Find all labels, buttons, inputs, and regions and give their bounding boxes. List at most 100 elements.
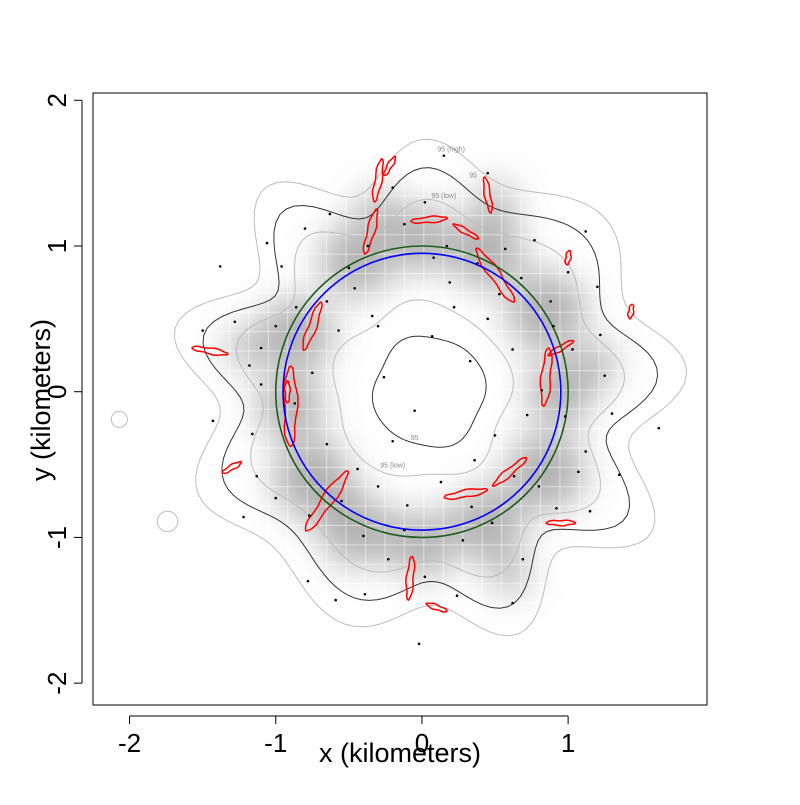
data-point xyxy=(476,262,479,265)
y-axis-title: y (kilometers) xyxy=(26,319,56,481)
data-point xyxy=(473,458,476,462)
data-point xyxy=(310,371,314,375)
red-outline xyxy=(539,347,553,408)
data-point xyxy=(588,509,592,513)
data-point xyxy=(251,432,254,436)
data-point xyxy=(366,244,370,248)
data-point xyxy=(455,594,459,598)
data-point xyxy=(540,388,544,392)
data-point xyxy=(340,499,343,503)
data-point xyxy=(293,402,297,405)
red-outline xyxy=(221,460,243,475)
data-point xyxy=(566,270,570,274)
data-point xyxy=(439,480,443,484)
red-outline xyxy=(547,339,575,357)
data-point xyxy=(584,230,587,233)
data-point xyxy=(452,305,456,309)
red-outline xyxy=(302,301,323,352)
data-point xyxy=(403,528,406,532)
density-blob xyxy=(451,486,524,559)
plot-frame xyxy=(92,92,708,706)
data-point xyxy=(549,300,552,303)
data-point xyxy=(325,300,329,303)
data-point xyxy=(511,348,514,351)
data-point xyxy=(461,539,465,542)
data-point xyxy=(303,227,307,230)
data-point xyxy=(445,244,449,248)
data-point xyxy=(334,598,337,602)
blue-circle xyxy=(282,252,562,531)
data-point xyxy=(442,154,446,157)
data-point xyxy=(218,265,222,268)
data-point xyxy=(493,434,497,437)
data-point xyxy=(525,413,529,417)
data-point xyxy=(387,557,390,561)
data-point xyxy=(356,467,359,471)
data-point xyxy=(490,521,494,525)
data-point xyxy=(259,346,263,350)
red-outline xyxy=(545,519,577,527)
x-tick-label: -1 xyxy=(264,728,287,758)
data-point xyxy=(274,324,278,328)
red-outline xyxy=(475,247,516,303)
x-tick-label: 1 xyxy=(561,728,575,758)
density-blob xyxy=(475,182,515,222)
x-axis-title: x (kilometers) xyxy=(319,738,481,768)
data-point xyxy=(520,276,523,280)
red-outline xyxy=(283,379,292,404)
data-point xyxy=(521,557,525,561)
data-point xyxy=(259,383,263,386)
density-blob xyxy=(319,224,393,297)
red-outline xyxy=(564,249,572,266)
red-outline xyxy=(304,470,350,532)
y-tick-label: 2 xyxy=(42,93,72,107)
density-blob xyxy=(226,328,267,368)
density-blob xyxy=(506,432,586,512)
contour-line xyxy=(235,198,626,578)
data-point xyxy=(274,496,278,500)
data-point xyxy=(448,281,452,284)
data-point xyxy=(363,592,367,596)
data-point xyxy=(596,285,599,289)
contour-label-layer: 95 (high) 95 95 (low) 95 95 (low) xyxy=(380,146,477,469)
data-point xyxy=(512,474,516,478)
data-point xyxy=(391,439,394,443)
red-outline xyxy=(482,176,494,214)
x-axis: -2 -1 0 1 xyxy=(118,715,575,758)
data-point xyxy=(403,222,406,226)
y-tick-label: -2 xyxy=(42,672,72,695)
contour-line xyxy=(110,410,128,428)
data-point xyxy=(498,292,501,296)
red-outline xyxy=(191,345,229,356)
contour-line xyxy=(371,335,487,448)
data-point xyxy=(376,324,380,328)
data-point xyxy=(328,212,332,216)
contour-label: 95 xyxy=(469,173,477,180)
data-point xyxy=(406,504,409,507)
data-point xyxy=(242,515,245,519)
contour-line xyxy=(202,167,659,609)
data-point xyxy=(391,186,394,190)
data-point xyxy=(255,474,259,478)
data-point xyxy=(486,171,490,175)
data-point xyxy=(280,265,283,268)
red-outline-layer xyxy=(191,155,635,613)
data-point xyxy=(370,314,374,318)
contour-label: 95 (low) xyxy=(380,462,405,469)
red-outline xyxy=(626,303,635,320)
red-outline xyxy=(362,207,379,255)
data-point xyxy=(577,470,580,474)
data-point xyxy=(248,364,251,367)
data-point xyxy=(233,320,237,324)
contour-line xyxy=(332,299,514,477)
red-outline xyxy=(425,602,448,613)
data-point xyxy=(563,415,567,418)
red-outline xyxy=(382,155,397,177)
red-outline xyxy=(492,456,528,487)
red-outline xyxy=(371,157,385,203)
data-point xyxy=(413,409,416,412)
contour-label: 95 (low) xyxy=(431,193,456,200)
data-point xyxy=(617,473,621,477)
